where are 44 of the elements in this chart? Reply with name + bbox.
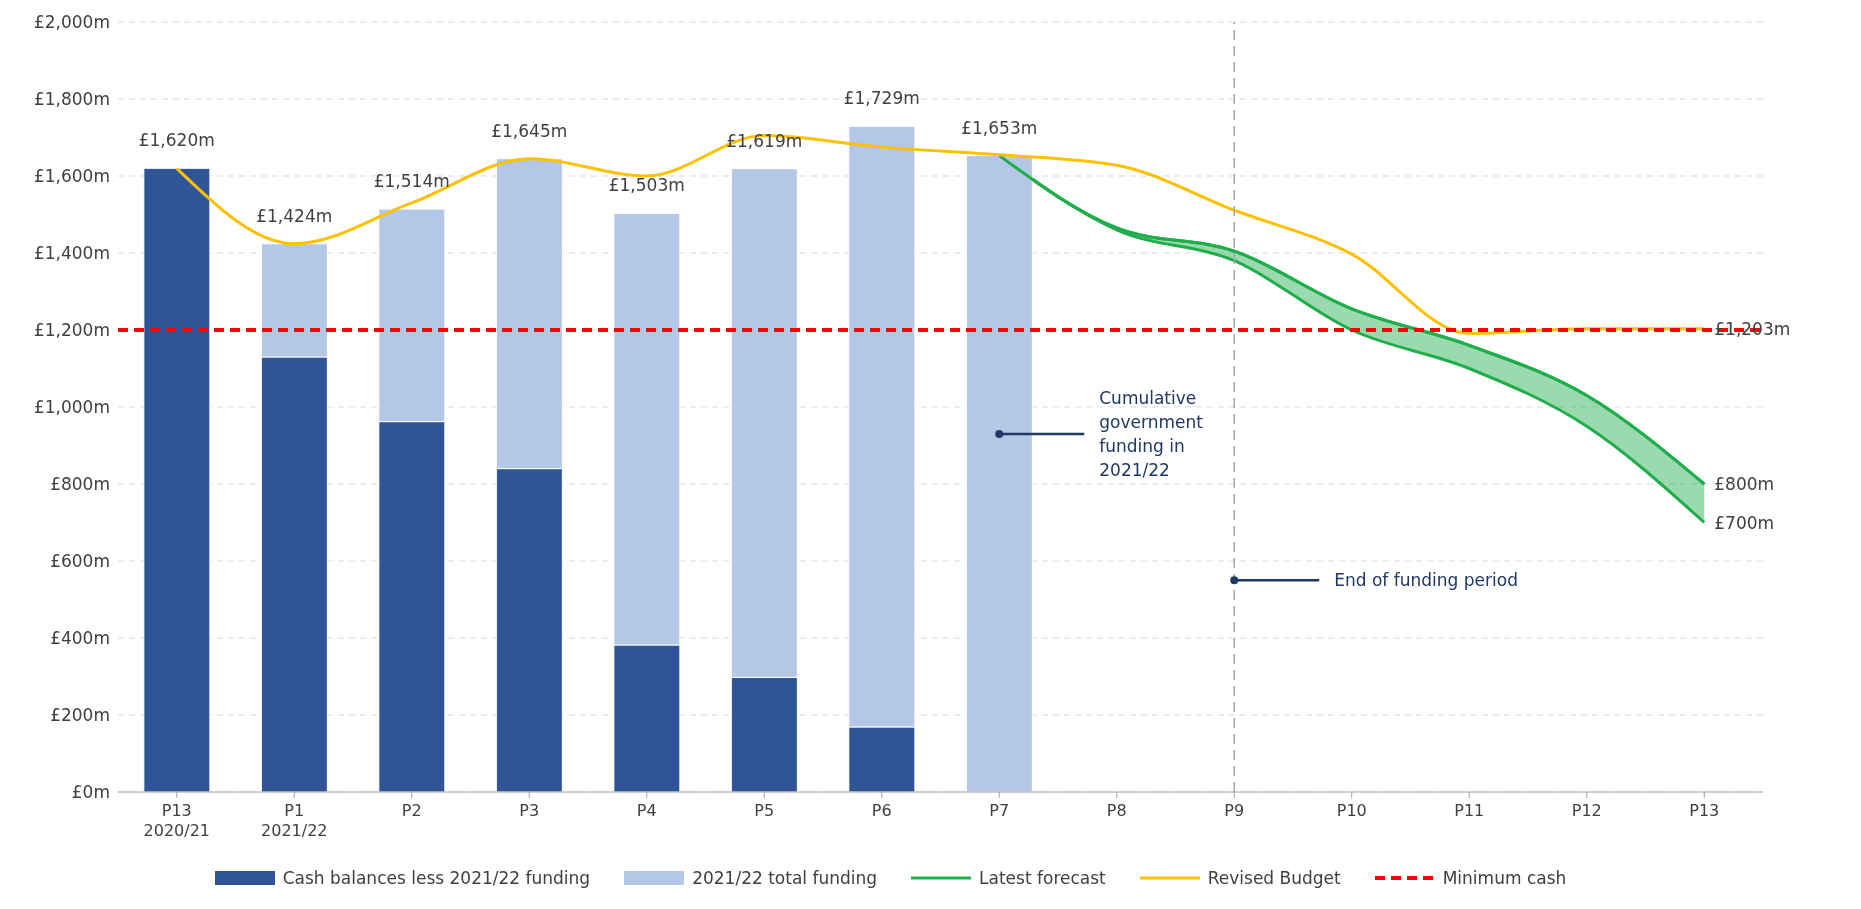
annotation: End of funding period <box>1334 570 1518 591</box>
x-tick-label: P10 <box>1336 801 1367 820</box>
total-label: £1,620m <box>138 130 215 151</box>
x-tick-label: P3 <box>519 801 540 820</box>
total-label: £1,653m <box>961 117 1038 138</box>
y-tick-label: £1,800m <box>33 89 110 110</box>
y-tick-label: £800m <box>50 474 110 495</box>
y-tick-label: £1,200m <box>33 320 110 341</box>
total-label: £1,645m <box>491 120 568 141</box>
annotation: £800m <box>1714 474 1775 494</box>
x-tick-label: P4 <box>636 801 657 820</box>
bar <box>965 155 1033 792</box>
x-tick-label: P11 <box>1454 801 1485 820</box>
total-label: £1,503m <box>608 175 685 196</box>
x-tick-label: P7 <box>989 801 1010 820</box>
x-tick-label: P8 <box>1106 801 1127 820</box>
y-tick-label: £1,600m <box>33 166 110 187</box>
total-label: £1,514m <box>373 171 450 192</box>
annotation: Cumulative government funding in 2021/22 <box>1099 387 1204 480</box>
annotation: £1,203m <box>1714 318 1791 339</box>
bar <box>143 167 211 792</box>
legend-label: 2021/22 total funding <box>691 868 878 888</box>
x-tick-label: P13 2020/21 <box>143 801 210 840</box>
legend-label: Latest forecast <box>978 868 1106 888</box>
total-label: £1,424m <box>256 205 333 226</box>
total-label: £1,729m <box>843 88 920 109</box>
x-tick-label: P5 <box>754 801 775 820</box>
x-tick-label: P9 <box>1224 801 1245 820</box>
x-tick-label: P1 2021/22 <box>261 801 328 840</box>
annotation: £700m <box>1714 512 1775 533</box>
y-tick-label: £200m <box>50 705 110 726</box>
y-tick-label: £400m <box>50 628 110 649</box>
legend-label: Revised Budget <box>1206 868 1341 888</box>
y-tick-label: £1,000m <box>33 397 110 418</box>
y-tick-label: £0m <box>71 782 110 803</box>
x-tick-label: P12 <box>1571 801 1602 820</box>
legend-label: Minimum cash <box>1441 868 1567 888</box>
y-tick-label: £1,400m <box>33 243 110 264</box>
x-tick-label: P6 <box>871 801 892 820</box>
x-tick-label: P13 <box>1689 801 1720 820</box>
legend-label: Cash balances less 2021/22 funding <box>281 868 591 888</box>
y-tick-label: £600m <box>50 551 110 572</box>
y-tick-label: £2,000m <box>33 12 110 33</box>
x-tick-label: P2 <box>401 801 422 820</box>
